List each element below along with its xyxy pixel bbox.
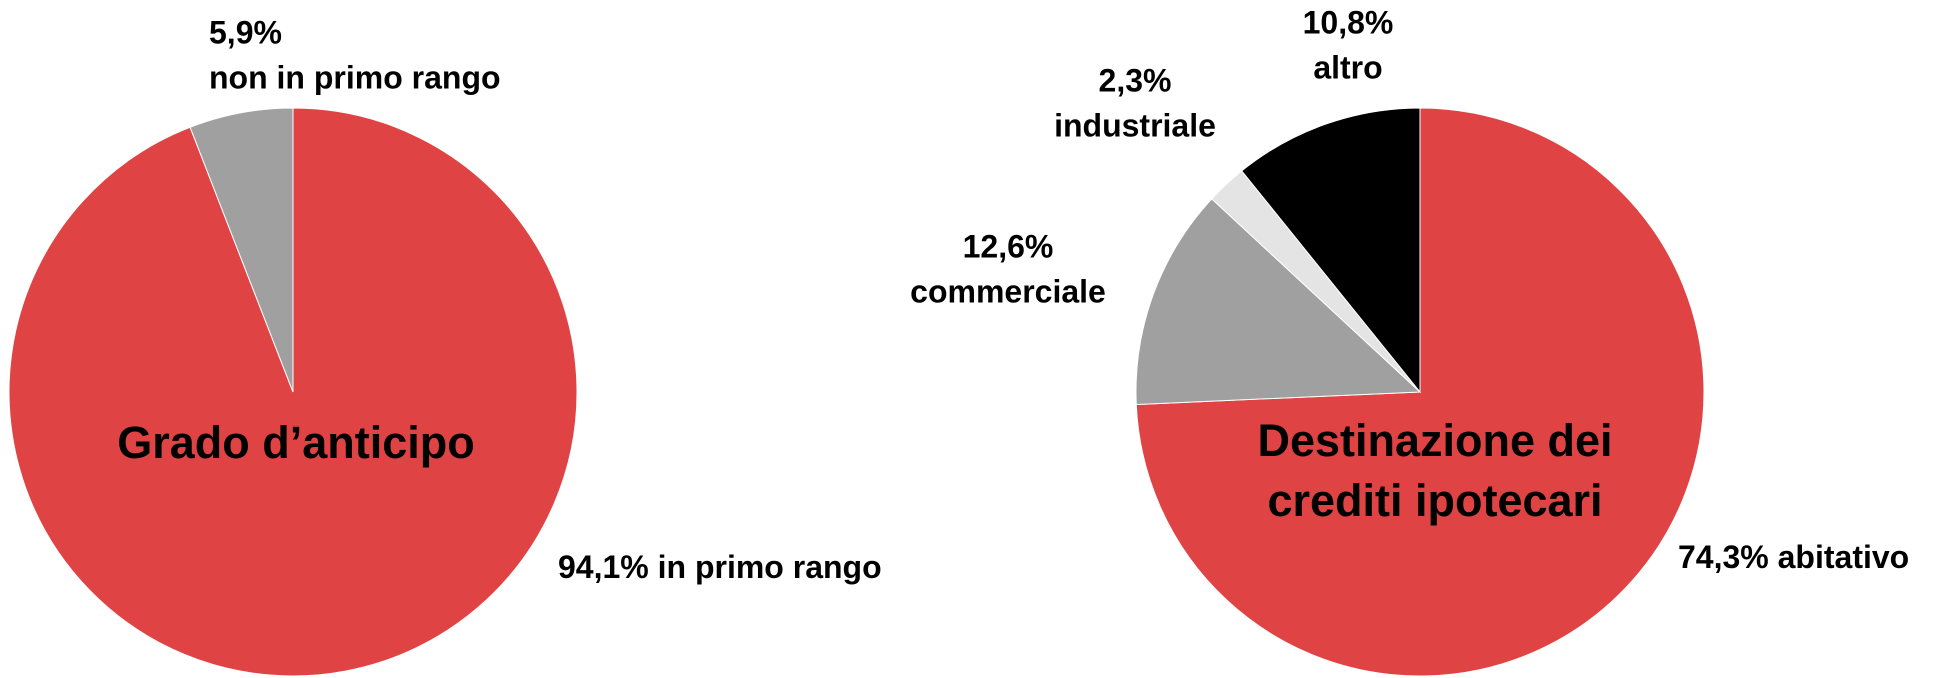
chart-title: crediti ipotecari	[1267, 475, 1602, 526]
value-label: 5,9%	[209, 14, 282, 50]
slice-label: 94,1% in primo rango	[558, 549, 882, 585]
slice-label: 74,3% abitativo	[1678, 539, 1909, 575]
category-label: industriale	[1054, 107, 1216, 143]
value-label: 2,3%	[1099, 62, 1172, 98]
category-label: in primo rango	[658, 549, 882, 585]
pie-slice	[1135, 198, 1422, 406]
category-label: commerciale	[910, 273, 1106, 309]
value-label: 10,8%	[1303, 4, 1394, 40]
value-label: 94,1%	[558, 549, 649, 585]
chart-title: Grado d’anticipo	[117, 417, 475, 468]
chart-title: Destinazione dei	[1257, 415, 1612, 466]
category-label: non in primo rango	[209, 59, 501, 95]
category-label: altro	[1313, 49, 1382, 85]
value-label: 12,6%	[963, 228, 1054, 264]
value-label: 74,3%	[1678, 539, 1769, 575]
pie-slice	[1241, 107, 1421, 394]
category-label: abitativo	[1778, 539, 1910, 575]
pie-slice	[189, 107, 294, 393]
